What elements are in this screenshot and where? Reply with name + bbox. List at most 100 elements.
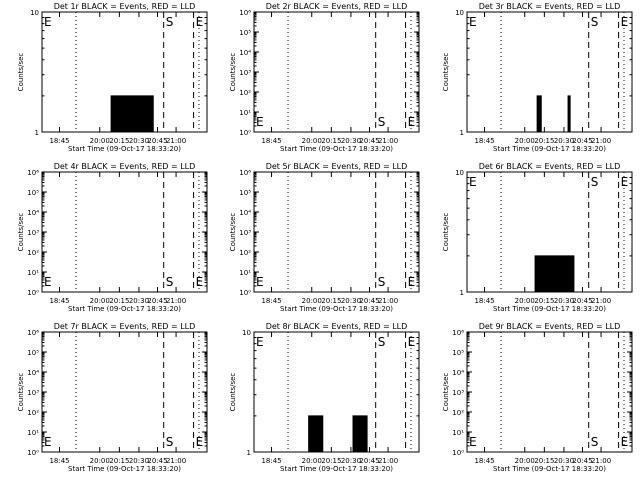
y-tick-label: 10¹ [27, 429, 39, 437]
y-tick-label: 10⁵ [239, 189, 251, 197]
y-tick-label: 10⁴ [452, 369, 464, 377]
y-tick-label: 10¹ [27, 269, 39, 277]
x-tick-label: 20:30 [554, 137, 574, 145]
panel-title: Det 5r BLACK = Events, RED = LLD [266, 162, 408, 171]
x-tick-label: 20:00 [302, 297, 322, 305]
marker-E: E [469, 15, 477, 29]
marker-E: E [469, 435, 477, 449]
plot-frame [253, 171, 420, 293]
y-tick-label: 10² [27, 249, 39, 257]
x-tick-label: 20:15 [321, 457, 341, 465]
marker-E: E [621, 15, 629, 29]
x-tick-label: 20:45 [572, 137, 592, 145]
marker-S: S [591, 15, 599, 29]
y-tick-label: 10² [239, 89, 251, 97]
x-tick-label: 20:00 [515, 297, 535, 305]
panel-title: Det 7r BLACK = Events, RED = LLD [54, 322, 196, 331]
marker-E: E [44, 435, 52, 449]
y-tick-label: 10⁵ [239, 29, 251, 37]
y-tick-label: 10⁰ [239, 129, 251, 137]
x-tick-label: 20:30 [129, 297, 149, 305]
x-tick-label: 20:30 [129, 457, 149, 465]
y-tick-label: 10⁶ [27, 329, 39, 337]
y-tick-label: 10⁴ [27, 209, 39, 217]
marker-E: E [408, 115, 416, 129]
y-axis-label: Counts/sec [442, 53, 450, 92]
x-tick-label: 20:00 [302, 457, 322, 465]
x-tick-label: 18:45 [261, 457, 281, 465]
y-tick-label: 10³ [239, 69, 251, 77]
y-tick-label: 10¹ [239, 109, 251, 117]
y-axis-label: Counts/sec [229, 53, 237, 92]
x-tick-label: 21:00 [166, 137, 186, 145]
marker-S: S [166, 15, 174, 29]
y-axis-label: Counts/sec [229, 373, 237, 412]
x-tick-label: 20:00 [515, 137, 535, 145]
x-tick-label: 21:00 [378, 457, 398, 465]
plot-frame [41, 171, 208, 293]
y-tick-label: 10 [242, 329, 251, 337]
plot-frame [466, 331, 633, 453]
y-axis-label: Counts/sec [17, 53, 25, 92]
detector-panel-9: Det 9r BLACK = Events, RED = LLD 10⁰ 10¹ 10… [442, 322, 633, 473]
marker-E: E [469, 175, 477, 189]
x-tick-label: 20:45 [359, 457, 379, 465]
y-tick-label: 10 [455, 9, 464, 17]
marker-S: S [591, 435, 599, 449]
marker-E: E [44, 15, 52, 29]
x-tick-label: 20:30 [554, 297, 574, 305]
x-tick-label: 20:30 [341, 457, 361, 465]
y-tick-label: 10⁵ [27, 349, 39, 357]
x-tick-label: 20:15 [109, 137, 129, 145]
x-tick-label: 21:00 [166, 457, 186, 465]
y-tick-label: 10⁰ [452, 449, 464, 457]
detector-panel-7: Det 7r BLACK = Events, RED = LLD 10⁰ 10¹ 10… [17, 322, 208, 473]
x-tick-label: 20:15 [321, 137, 341, 145]
event-burst [352, 415, 368, 453]
marker-E: E [256, 335, 264, 349]
x-tick-label: 21:00 [591, 457, 611, 465]
x-tick-label: 20:45 [359, 297, 379, 305]
x-tick-label: 20:15 [321, 297, 341, 305]
x-tick-label: 20:00 [302, 137, 322, 145]
panel-title: Det 9r BLACK = Events, RED = LLD [479, 322, 621, 331]
marker-E: E [621, 435, 629, 449]
x-tick-label: 20:00 [90, 457, 110, 465]
y-tick-label: 10⁶ [27, 169, 39, 177]
x-axis-label: Start Time (09-Oct-17 18:33:20) [280, 305, 393, 313]
x-tick-label: 18:45 [49, 457, 69, 465]
event-burst [110, 95, 154, 133]
detector-panel-3: Det 3r BLACK = Events, RED = LLD 1 10 18:45… [442, 2, 633, 153]
marker-E: E [621, 175, 629, 189]
panel-title: Det 8r BLACK = Events, RED = LLD [266, 322, 408, 331]
x-tick-label: 21:00 [591, 137, 611, 145]
marker-E: E [256, 275, 264, 289]
marker-S: S [378, 275, 386, 289]
x-axis-label: Start Time (09-Oct-17 18:33:20) [280, 465, 393, 473]
y-tick-label: 10³ [27, 229, 39, 237]
x-tick-label: 20:30 [554, 457, 574, 465]
x-tick-label: 21:00 [378, 297, 398, 305]
detector-panel-1: Det 1r BLACK = Events, RED = LLD 1 10 18:45… [17, 2, 208, 153]
y-tick-label: 10⁶ [452, 329, 464, 337]
y-axis-label: Counts/sec [17, 213, 25, 252]
detector-panel-8: Det 8r BLACK = Events, RED = LLD 1 10 18:45… [229, 322, 420, 473]
x-tick-label: 18:45 [261, 137, 281, 145]
x-tick-label: 20:00 [90, 137, 110, 145]
x-tick-label: 20:45 [572, 457, 592, 465]
marker-S: S [166, 435, 174, 449]
y-tick-label: 1 [247, 449, 251, 457]
x-tick-label: 18:45 [474, 297, 494, 305]
plot-frame [466, 11, 633, 133]
x-tick-label: 18:45 [49, 297, 69, 305]
x-tick-label: 20:30 [129, 137, 149, 145]
x-axis-label: Start Time (09-Oct-17 18:33:20) [493, 145, 606, 153]
plot-frame [41, 331, 208, 453]
marker-E: E [44, 275, 52, 289]
x-tick-label: 20:15 [534, 137, 554, 145]
marker-E: E [408, 275, 416, 289]
x-tick-label: 18:45 [474, 457, 494, 465]
marker-S: S [378, 115, 386, 129]
y-axis-label: Counts/sec [229, 213, 237, 252]
x-tick-label: 20:45 [572, 297, 592, 305]
